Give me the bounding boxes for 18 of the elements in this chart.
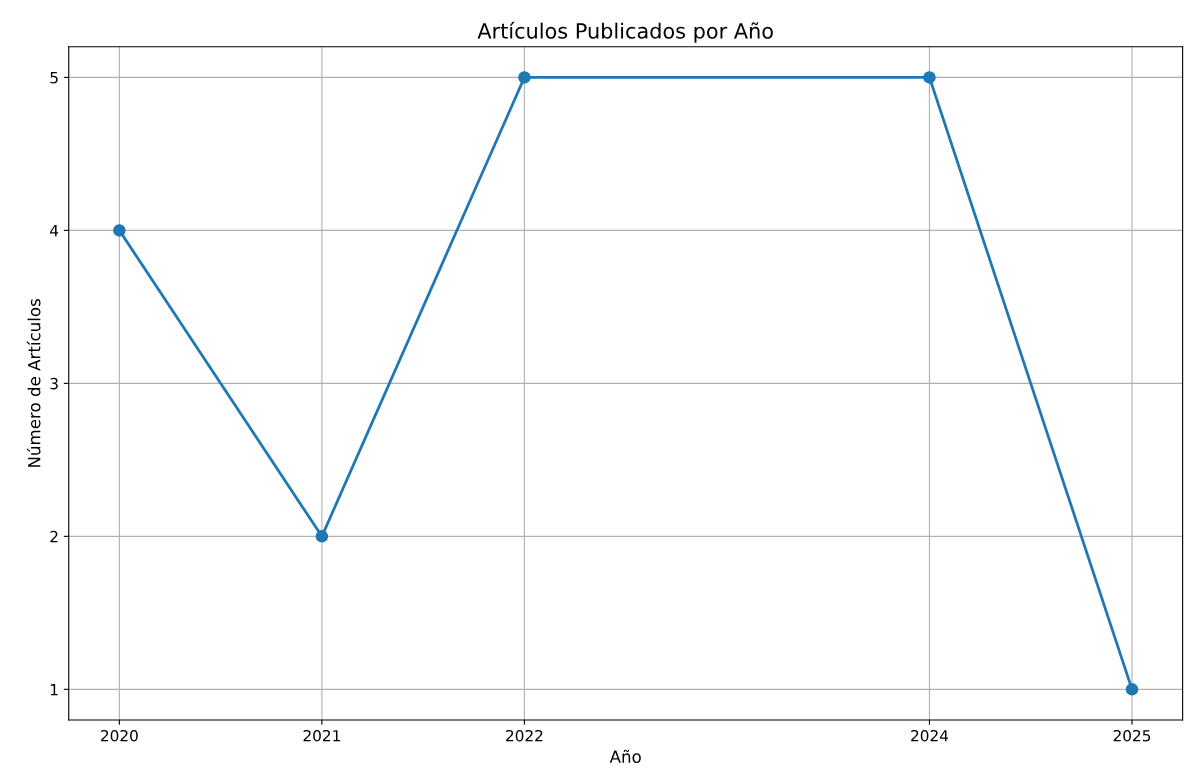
x-tick-label: 2022 bbox=[506, 729, 543, 742]
y-tick-label: 2 bbox=[50, 530, 58, 543]
point bbox=[518, 71, 531, 84]
x-tick-label: 2024 bbox=[911, 729, 949, 742]
y-tick-label: 1 bbox=[50, 684, 58, 696]
y-tick-label: 5 bbox=[50, 72, 58, 84]
x-tick-label: 2021 bbox=[303, 729, 340, 742]
x-tick-label: 2025 bbox=[1113, 729, 1151, 742]
y-tick-label: 4 bbox=[50, 225, 59, 237]
x-tick-label: 2020 bbox=[101, 729, 138, 742]
point bbox=[923, 71, 936, 84]
point bbox=[1125, 683, 1139, 696]
point bbox=[315, 530, 329, 543]
y-axis-title: Número de Artículos bbox=[26, 299, 41, 467]
point bbox=[113, 224, 126, 237]
x-axis-title: Año bbox=[609, 749, 641, 763]
y-tick-label: 3 bbox=[50, 377, 58, 390]
chart-title: Artículos Publicados por Año bbox=[477, 21, 773, 43]
